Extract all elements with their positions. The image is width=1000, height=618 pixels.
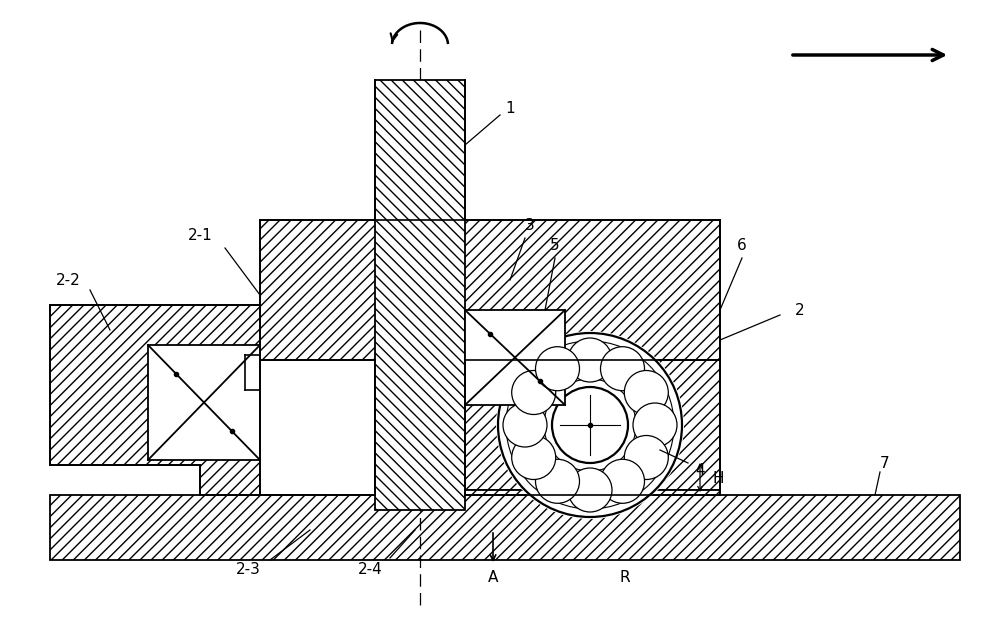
- Text: 2-1: 2-1: [188, 227, 212, 242]
- Text: 6: 6: [737, 237, 747, 253]
- Text: 2: 2: [795, 302, 805, 318]
- Circle shape: [512, 436, 556, 480]
- Text: 5: 5: [550, 237, 560, 253]
- Polygon shape: [50, 305, 260, 495]
- Circle shape: [624, 436, 668, 480]
- Circle shape: [633, 403, 677, 447]
- Bar: [148, 345, 260, 460]
- Circle shape: [536, 459, 580, 503]
- Polygon shape: [375, 80, 465, 510]
- Text: H: H: [712, 470, 724, 486]
- Circle shape: [512, 371, 556, 415]
- Text: 2-4: 2-4: [358, 562, 382, 577]
- Circle shape: [503, 403, 547, 447]
- Circle shape: [568, 338, 612, 382]
- Polygon shape: [465, 490, 720, 495]
- Polygon shape: [465, 360, 720, 490]
- Text: 1: 1: [505, 101, 515, 116]
- Circle shape: [496, 331, 684, 519]
- Text: 2-2: 2-2: [56, 273, 80, 287]
- Circle shape: [600, 459, 644, 503]
- Text: 2-3: 2-3: [236, 562, 260, 577]
- Circle shape: [568, 468, 612, 512]
- Text: A: A: [488, 570, 498, 585]
- Circle shape: [536, 347, 580, 391]
- Circle shape: [624, 371, 668, 415]
- Text: 4: 4: [695, 462, 705, 478]
- Text: R: R: [620, 570, 630, 585]
- Text: 3: 3: [525, 218, 535, 232]
- Polygon shape: [260, 220, 720, 490]
- Bar: [50, 495, 960, 560]
- Bar: [465, 310, 565, 405]
- Circle shape: [600, 347, 644, 391]
- Text: 7: 7: [880, 455, 890, 470]
